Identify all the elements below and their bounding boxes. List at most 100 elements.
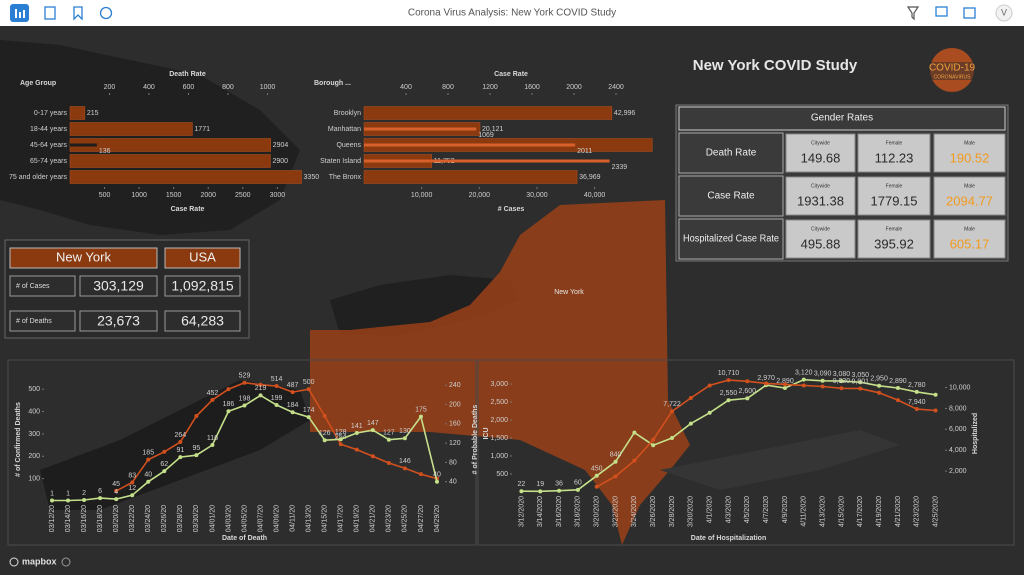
y2-axis-title: Hospitalized <box>972 413 979 454</box>
x2-tick-label: 2400 <box>608 84 624 91</box>
pages-icon[interactable] <box>44 6 56 20</box>
user-avatar[interactable] <box>995 4 1013 22</box>
x-tick-label: 1000 <box>131 192 147 199</box>
data-label: 45 <box>112 481 120 488</box>
value-cell <box>79 310 158 332</box>
x-tick-label: 03/18/20 <box>97 505 104 532</box>
x2-tick-label: 1600 <box>524 84 540 91</box>
data-point <box>726 378 731 383</box>
data-label: 42,996 <box>614 110 636 117</box>
data-label: 62 <box>160 461 168 468</box>
x-tick-label: 4/15/2020 <box>838 496 845 527</box>
y-tick-label: 500 <box>496 471 508 478</box>
data-label: 4 <box>114 489 118 496</box>
bar <box>364 159 610 163</box>
x2-tick-label: 600 <box>183 84 195 91</box>
data-point <box>322 414 327 419</box>
data-point <box>130 493 135 498</box>
share-icon[interactable] <box>963 7 976 19</box>
long-island <box>660 430 900 490</box>
x-tick-label: 04/21/20 <box>370 505 377 532</box>
rate-cell <box>857 176 931 216</box>
data-point <box>895 398 900 403</box>
data-point <box>914 407 919 412</box>
x-axis-title: Date of Hospitalization <box>691 535 766 542</box>
data-label: 146 <box>399 458 411 465</box>
x-tick-label: 04/15/20 <box>322 505 329 532</box>
x-tick-label: 2000 <box>200 192 216 199</box>
data-point <box>632 430 637 435</box>
x-tick-label: 3/28/2020 <box>669 496 676 527</box>
category-label: 0-17 years <box>34 110 68 117</box>
row-label: # of Cases <box>16 283 50 290</box>
y2-axis-title: # of Probable Deaths <box>472 405 479 475</box>
data-label: 3,120 <box>795 370 813 377</box>
category-label: Queens <box>336 142 361 149</box>
data-label: 2 <box>82 490 86 497</box>
axis-title: Case Rate <box>171 206 205 213</box>
x2-tick-label: 1200 <box>482 84 498 91</box>
rate-column-label: Female <box>886 140 903 146</box>
data-point <box>745 396 750 401</box>
data-point <box>210 443 215 448</box>
data-label: 130 <box>399 428 411 435</box>
x-tick-label: 03/30/20 <box>193 505 200 532</box>
x-tick-label: 3/30/2020 <box>688 496 695 527</box>
category-label: 18-44 years <box>30 126 67 133</box>
y-tick-label: 200 <box>28 453 40 460</box>
data-point <box>114 488 119 493</box>
data-label: 264 <box>174 432 186 439</box>
history-icon[interactable] <box>99 6 113 20</box>
bar <box>70 143 97 147</box>
rate-cell <box>857 219 931 259</box>
y-tick-label: 4,000 <box>949 447 967 454</box>
y-tick-label: 160 <box>449 421 461 428</box>
rate-column-label: Male <box>964 140 975 146</box>
data-label: 2904 <box>273 142 289 149</box>
data-label: 20,121 <box>482 126 504 133</box>
data-point <box>354 430 359 435</box>
data-point <box>594 473 599 478</box>
rate-cell <box>785 176 856 216</box>
column-header-cell <box>9 247 158 269</box>
data-point <box>258 382 263 387</box>
dashboard-title: New York COVID Study <box>693 57 858 74</box>
x-tick-label: 03/24/20 <box>145 505 152 532</box>
comment-icon[interactable] <box>935 6 948 17</box>
data-point <box>82 498 87 503</box>
filter-icon[interactable] <box>906 6 920 21</box>
row-label-cell <box>678 175 784 217</box>
data-point <box>306 387 311 392</box>
data-label: 174 <box>303 407 315 414</box>
kpi-value: 1,092,815 <box>171 278 233 294</box>
data-label: 91 <box>176 447 184 454</box>
data-point <box>178 455 183 460</box>
value-cell <box>164 275 241 297</box>
data-label: 147 <box>367 420 379 427</box>
icon-bar <box>19 12 21 18</box>
data-point <box>839 379 844 384</box>
bookmark-icon[interactable] <box>73 6 83 21</box>
rate-cell <box>933 219 1006 259</box>
x-tick-label: 4/3/2020 <box>725 496 732 523</box>
data-label: 185 <box>142 449 154 456</box>
data-label: 529 <box>239 373 251 380</box>
x-axis-title: Date of Death <box>222 535 267 542</box>
data-label: 127 <box>383 430 395 437</box>
data-point <box>613 474 618 479</box>
logo-subtext: CORONAVIRUS <box>934 74 972 80</box>
data-point <box>519 489 524 494</box>
data-label: 215 <box>87 110 99 117</box>
x-tick-label: 4/17/2020 <box>857 496 864 527</box>
data-point <box>632 458 637 463</box>
value-cell <box>164 310 241 332</box>
data-label: 2339 <box>612 164 628 171</box>
y-tick-label: 3,000 <box>490 381 508 388</box>
data-label: 840 <box>610 452 622 459</box>
data-point <box>114 497 119 502</box>
data-point <box>557 488 562 493</box>
rate-value: 395.92 <box>874 236 914 251</box>
data-point <box>146 457 151 462</box>
column-header: New York <box>56 249 111 264</box>
